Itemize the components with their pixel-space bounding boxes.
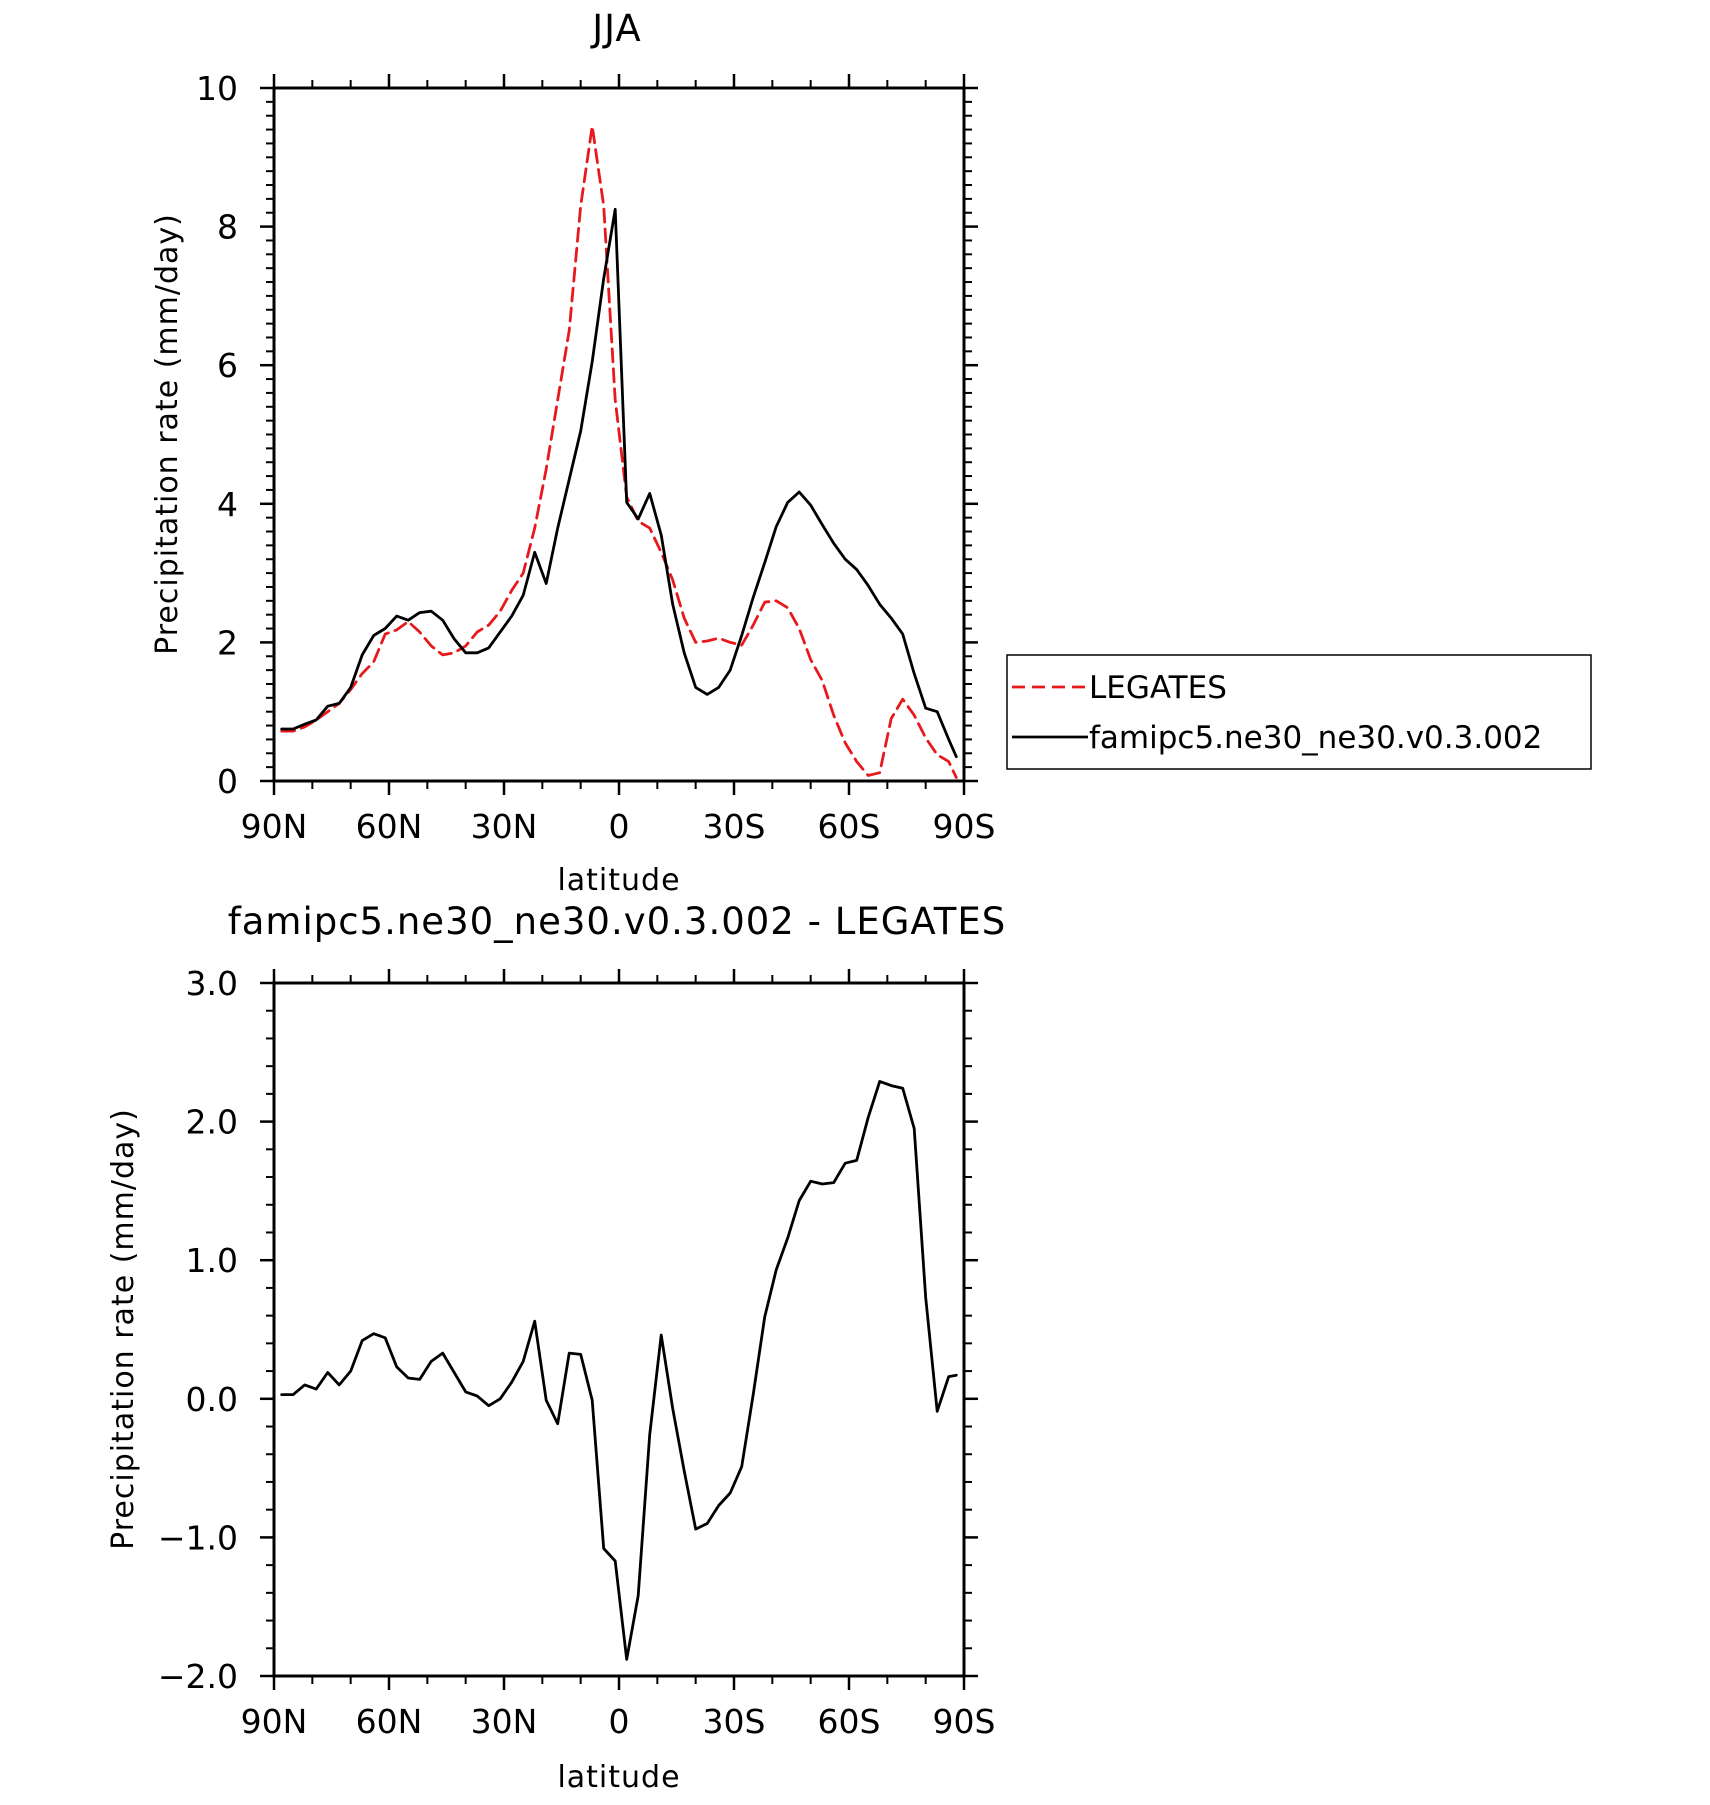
chart0-series-1-line	[280, 207, 958, 759]
bottom-chart-ticks: 90N 60N 30N 0 30S 60S 90S −2.0 −1.0 0.0 1.0 2.0 3.0	[158, 964, 996, 1741]
chart1-y-tick-label-3: 1.0	[186, 1241, 238, 1280]
bottom-chart-lines	[280, 1080, 958, 1661]
chart1-y-tick-label-0: −2.0	[158, 1657, 238, 1696]
legend-box	[1006, 654, 1592, 770]
chart1-series-0-line	[280, 1080, 958, 1661]
chart0-x-tick-label-4: 30S	[703, 807, 766, 846]
chart0-x-tick-label-0: 90N	[241, 807, 308, 846]
chart0-x-tick-label-1: 60N	[356, 807, 423, 846]
legend-label-legates: LEGATES	[1089, 670, 1227, 706]
chart1-y-tick-label-2: 0.0	[186, 1380, 238, 1419]
top-chart-lines	[280, 124, 958, 779]
bottom-chart-panel: famipc5.ne30_ne30.v0.3.002 - LEGATES 90N…	[106, 900, 1007, 1795]
chart0-x-tick-label-6: 90S	[933, 807, 996, 846]
top-chart-x-axis-label: latitude	[557, 863, 680, 898]
chart1-y-tick-label-1: −1.0	[158, 1518, 238, 1557]
chart1-y-tick-label-4: 2.0	[186, 1103, 238, 1142]
bottom-chart-plot-frame	[272, 981, 966, 1678]
chart0-y-tick-label-1: 2	[217, 623, 238, 662]
top-chart-title: JJA	[590, 7, 642, 50]
chart1-x-tick-label-1: 60N	[356, 1702, 423, 1741]
chart1-x-tick-label-4: 30S	[703, 1702, 766, 1741]
chart1-x-tick-label-3: 0	[609, 1702, 630, 1741]
chart1-x-tick-label-2: 30N	[471, 1702, 538, 1741]
chart0-y-tick-label-2: 4	[217, 485, 238, 524]
chart0-y-tick-label-5: 10	[196, 69, 238, 108]
bottom-chart-x-axis-label: latitude	[557, 1760, 680, 1795]
chart0-x-tick-label-3: 0	[609, 807, 630, 846]
chart0-series-0-line	[280, 124, 958, 779]
top-chart-ticks: 90N 60N 30N 0 30S 60S 90S 0 2 4 6 8 10	[196, 69, 995, 846]
bottom-chart-y-axis-label: Precipitation rate (mm/day)	[106, 1108, 141, 1550]
chart0-y-tick-label-4: 8	[217, 208, 238, 247]
chart0-x-tick-label-2: 30N	[471, 807, 538, 846]
chart1-x-tick-label-5: 60S	[818, 1702, 881, 1741]
chart1-x-tick-label-6: 90S	[933, 1702, 996, 1741]
chart0-y-tick-label-0: 0	[217, 762, 238, 801]
top-chart-y-axis-label: Precipitation rate (mm/day)	[150, 213, 185, 655]
chart1-y-tick-label-5: 3.0	[186, 964, 238, 1003]
chart1-x-tick-label-0: 90N	[241, 1702, 308, 1741]
chart0-x-tick-label-5: 60S	[818, 807, 881, 846]
legend-label-model: famipc5.ne30_ne30.v0.3.002	[1089, 720, 1542, 756]
chart0-y-tick-label-3: 6	[217, 346, 238, 385]
top-chart-legend: LEGATES famipc5.ne30_ne30.v0.3.002	[1006, 654, 1592, 770]
bottom-chart-title: famipc5.ne30_ne30.v0.3.002 - LEGATES	[228, 900, 1007, 943]
